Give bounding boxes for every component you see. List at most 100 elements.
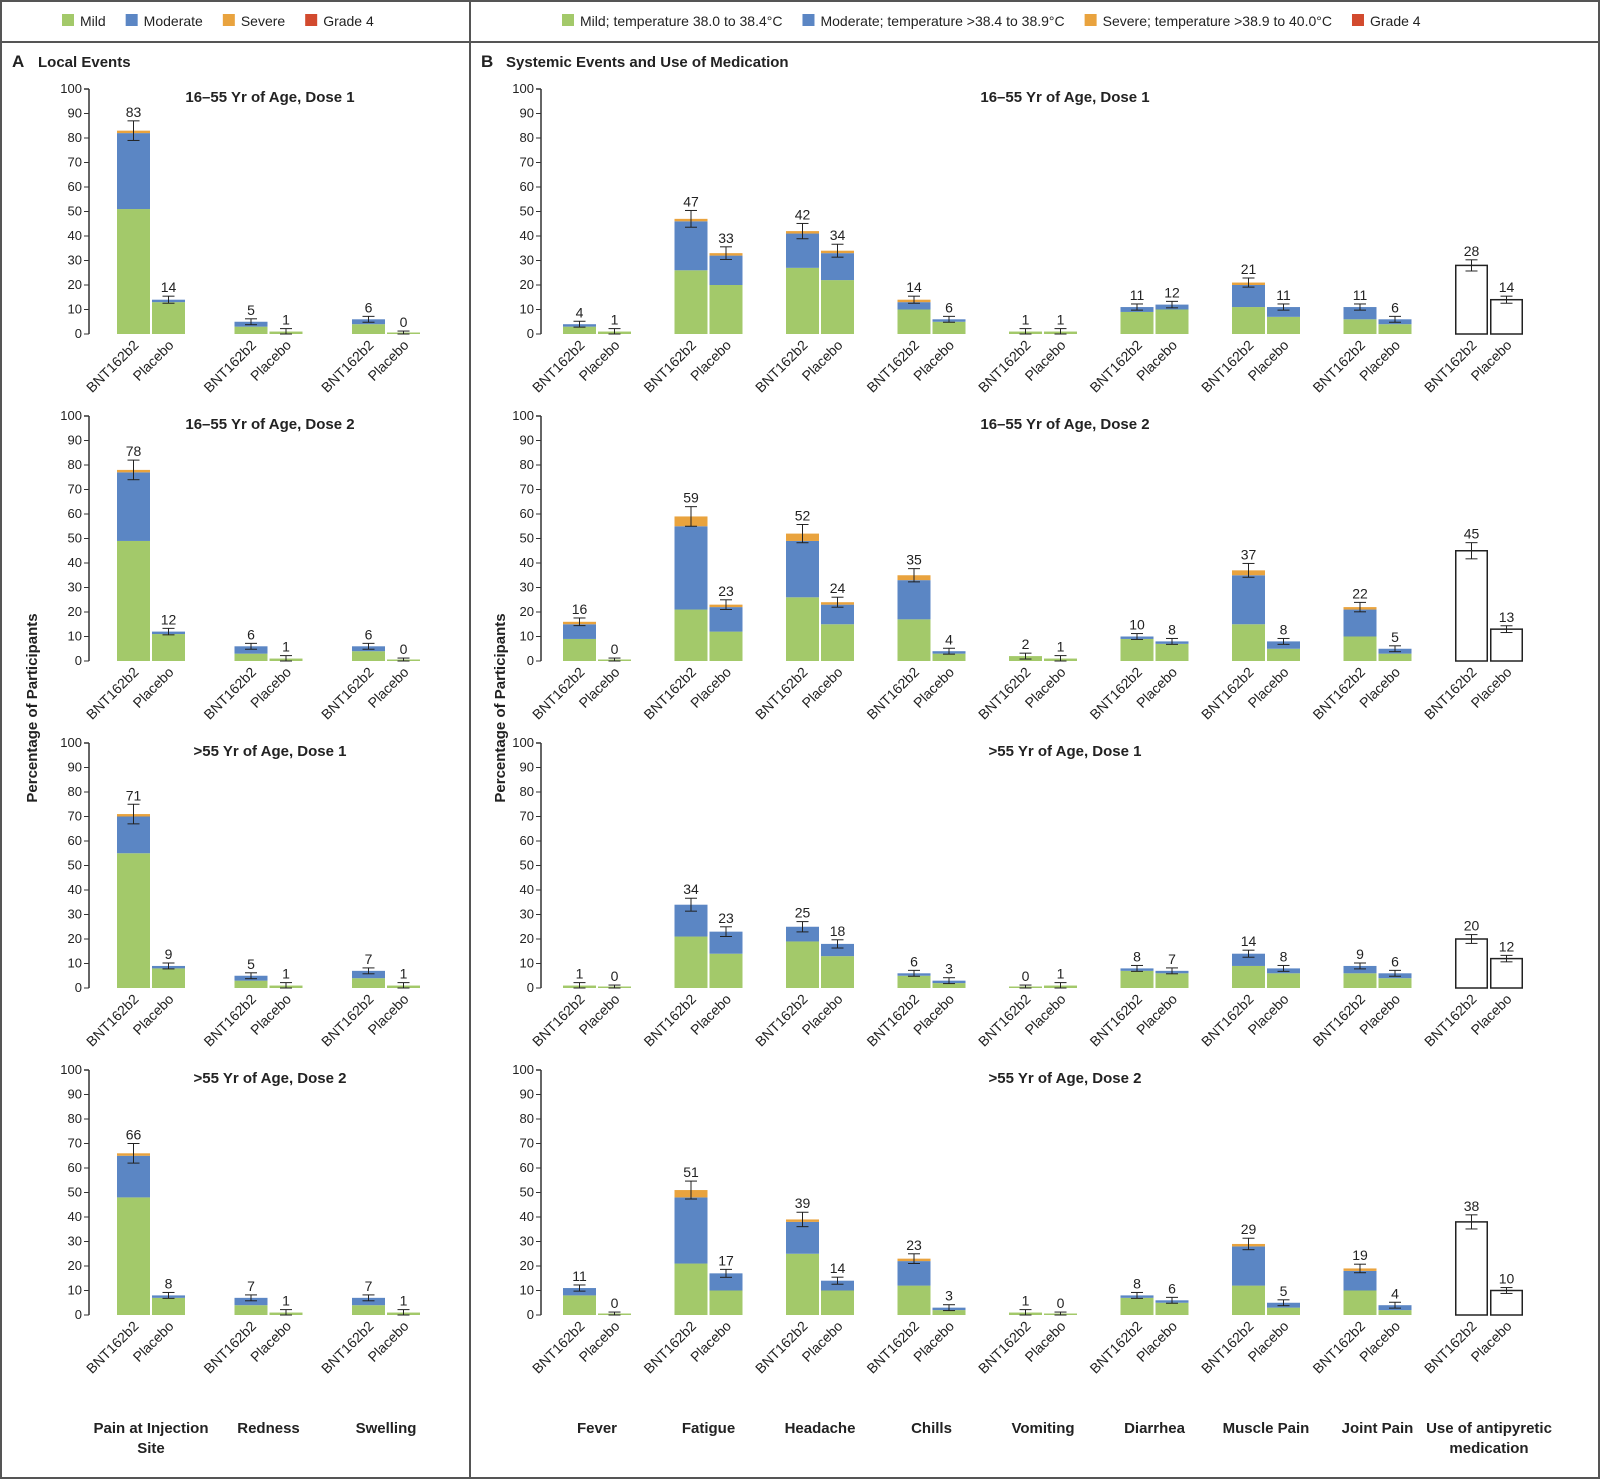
bar-total-label: 1 <box>1022 1293 1030 1309</box>
bar-segment-moderate <box>117 133 150 210</box>
bar-segment-mild <box>352 324 385 334</box>
bar-outline <box>1490 298 1523 335</box>
bar-total-label: 1 <box>282 312 290 328</box>
bar-total-label: 5 <box>1280 1283 1288 1299</box>
y-tick-label: 10 <box>520 629 534 644</box>
bar-total-label: 20 <box>1464 918 1480 934</box>
y-tick-label: 90 <box>68 1087 82 1102</box>
bar-total-label: 0 <box>400 641 408 657</box>
y-tick-label: 40 <box>520 555 534 570</box>
bar-total-label: 19 <box>1352 1247 1368 1263</box>
bar-total-label: 1 <box>400 966 408 982</box>
bar-segment-mild <box>1343 319 1377 334</box>
bar-segment-moderate <box>563 1288 596 1296</box>
category-label: Redness <box>237 1420 300 1437</box>
bar-outline <box>1455 938 1488 989</box>
bar-total-label: 14 <box>161 279 177 295</box>
bar-segment-moderate <box>1267 641 1300 649</box>
bar-segment-mild <box>1155 643 1189 661</box>
bar-total-label: 11 <box>1130 287 1145 303</box>
bar-segment-moderate <box>117 472 150 541</box>
bar-segment-mild <box>674 270 708 334</box>
bar-segment-moderate <box>709 1273 743 1291</box>
bar-outline <box>1490 628 1523 662</box>
subchart-title: 16–55 Yr of Age, Dose 2 <box>185 416 354 433</box>
group-label: BNT162b2 <box>529 1318 588 1377</box>
bar-total-label: 12 <box>161 611 177 627</box>
bar-segment-moderate <box>709 931 743 954</box>
bar-total-label: 83 <box>126 104 142 120</box>
y-tick-label: 40 <box>68 228 82 243</box>
bar-segment-mild <box>1120 311 1154 334</box>
group-label: BNT162b2 <box>318 664 377 723</box>
group-label: BNT162b2 <box>975 664 1034 723</box>
bar-segment-mild <box>897 975 931 988</box>
y-tick-label: 50 <box>68 204 82 219</box>
y-tick-label: 70 <box>520 155 534 170</box>
group-label: BNT162b2 <box>752 664 811 723</box>
bar-segment-mild <box>674 1263 708 1315</box>
group-label: BNT162b2 <box>318 337 377 396</box>
subchart-a-3: >55 Yr of Age, Dose 2 0 10 20 30 40 50 60 70 80 90… <box>60 1062 420 1457</box>
bar-segment-mild <box>1267 648 1300 661</box>
y-tick-label: 10 <box>68 302 82 317</box>
bar-segment-mild <box>932 983 966 988</box>
y-tick-label: 20 <box>68 1258 82 1273</box>
bar-total-label: 38 <box>1464 1198 1480 1214</box>
y-tick-label: 70 <box>68 809 82 824</box>
group-label: BNT162b2 <box>1309 337 1368 396</box>
bar-total-label: 0 <box>611 1295 619 1311</box>
bar-total-label: 7 <box>1168 951 1176 967</box>
bar-segment-mild <box>897 1285 931 1315</box>
y-tick-label: 90 <box>68 433 82 448</box>
subchart-title: >55 Yr of Age, Dose 1 <box>989 743 1142 760</box>
bar-total-label: 0 <box>400 314 408 330</box>
y-tick-label: 20 <box>68 277 82 292</box>
bar-segment-mild <box>1343 636 1377 661</box>
bar-total-label: 8 <box>165 1275 173 1291</box>
bar-total-label: 9 <box>1356 946 1364 962</box>
y-tick-label: 20 <box>68 604 82 619</box>
bar-total-label: 1 <box>400 1293 408 1309</box>
bar-segment-moderate <box>674 1197 708 1264</box>
bar-total-label: 7 <box>365 1278 373 1294</box>
subchart-title: 16–55 Yr of Age, Dose 2 <box>980 416 1149 433</box>
bar-segment-moderate <box>897 580 931 620</box>
category-label: Vomiting <box>1011 1420 1074 1437</box>
subchart-title: 16–55 Yr of Age, Dose 1 <box>185 89 354 106</box>
y-tick-label: 90 <box>520 433 534 448</box>
bar-outline <box>1490 1289 1523 1316</box>
y-tick-label: 70 <box>68 155 82 170</box>
y-tick-label: 90 <box>520 760 534 775</box>
group-label: BNT162b2 <box>1086 991 1145 1050</box>
bar-segment-mild <box>1155 309 1189 334</box>
y-tick-label: 90 <box>520 106 534 121</box>
bar-total-label: 0 <box>611 641 619 657</box>
y-tick-label: 50 <box>68 531 82 546</box>
bar-total-label: 3 <box>945 961 953 977</box>
bar-segment-moderate <box>897 1261 931 1286</box>
category-label: medication <box>1449 1440 1528 1457</box>
group-label: BNT162b2 <box>1086 664 1145 723</box>
category-label: Muscle Pain <box>1223 1420 1310 1437</box>
y-tick-label: 100 <box>512 81 534 96</box>
y-tick-label: 90 <box>68 760 82 775</box>
subchart-a-1: 16–55 Yr of Age, Dose 201020304050607080… <box>60 408 420 722</box>
group-label: BNT162b2 <box>83 664 142 723</box>
group-label: BNT162b2 <box>1086 337 1145 396</box>
bar-total-label: 6 <box>1391 953 1399 969</box>
legend-label: Severe <box>241 13 286 29</box>
group-label: BNT162b2 <box>200 991 259 1050</box>
category-label: Headache <box>785 1420 856 1437</box>
bar-total-label: 14 <box>1241 933 1257 949</box>
y-tick-label: 60 <box>68 1160 82 1175</box>
bar-segment-mild <box>352 651 385 661</box>
bar-outline <box>1455 1221 1488 1316</box>
legend-swatch <box>305 14 318 26</box>
y-tick-label: 50 <box>68 1185 82 1200</box>
bar-total-label: 21 <box>1241 261 1257 277</box>
subchart-a-2: >55 Yr of Age, Dose 1 0 10 20 30 40 50 60 70 80 90… <box>60 735 420 1049</box>
bar-segment-mild <box>152 634 185 661</box>
bar-total-label: 2 <box>1022 636 1030 652</box>
